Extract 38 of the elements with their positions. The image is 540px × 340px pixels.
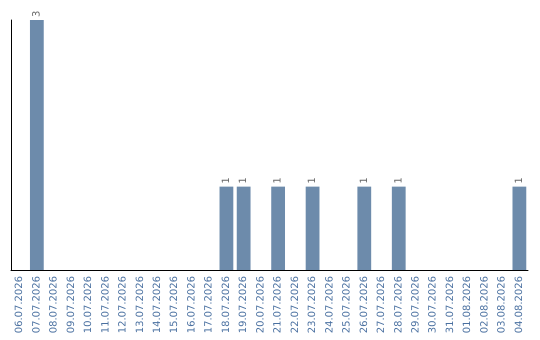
data-label: 1 [393,177,404,184]
x-tick-label: 23.07.2026 [307,276,318,334]
data-label: 1 [358,177,370,184]
data-label: 3 [31,10,42,17]
x-tick-label: 27.07.2026 [376,276,388,334]
x-tick-label: 14.07.2026 [152,276,163,334]
x-tick-label: 15.07.2026 [169,276,180,334]
x-tick-label: 02.08.2026 [479,276,490,334]
x-tick-label: 21.07.2026 [272,276,284,334]
x-tick-label: 19.07.2026 [238,276,250,334]
x-tick-label: 25.07.2026 [342,276,353,334]
x-tick-label: 26.07.2026 [358,276,370,334]
data-label: 1 [220,177,232,184]
data-label: 1 [238,177,250,184]
x-tick-label: 20.07.2026 [255,276,266,334]
x-tick-label: 10.07.2026 [83,276,94,334]
x-tick-label: 12.07.2026 [118,276,129,334]
x-tick-label: 13.07.2026 [134,276,146,334]
data-label: 1 [272,177,284,184]
x-tick-label: 01.08.2026 [462,276,474,334]
data-label: 1 [307,177,318,184]
x-tick-label: 04.08.2026 [514,276,525,334]
x-tick-label: 24.07.2026 [324,276,336,334]
x-tick-label: 31.07.2026 [444,276,456,334]
x-tick-label: 30.07.2026 [428,276,439,334]
data-label: 1 [514,177,525,184]
x-tick-label: 29.07.2026 [410,276,422,334]
x-tick-label: 11.07.2026 [100,276,112,334]
x-tick-label: 06.07.2026 [14,276,26,334]
x-tick-label: 22.07.2026 [290,276,301,334]
x-tick-label: 09.07.2026 [66,276,77,334]
x-tick-label: 28.07.2026 [393,276,404,334]
x-tick-label: 08.07.2026 [48,276,60,334]
x-tick-label: 16.07.2026 [186,276,198,334]
x-tick-label: 07.07.2026 [31,276,42,334]
x-tick-label: 18.07.2026 [220,276,232,334]
x-tick-label: 17.07.2026 [204,276,215,334]
x-tick-label: 03.08.2026 [496,276,508,334]
